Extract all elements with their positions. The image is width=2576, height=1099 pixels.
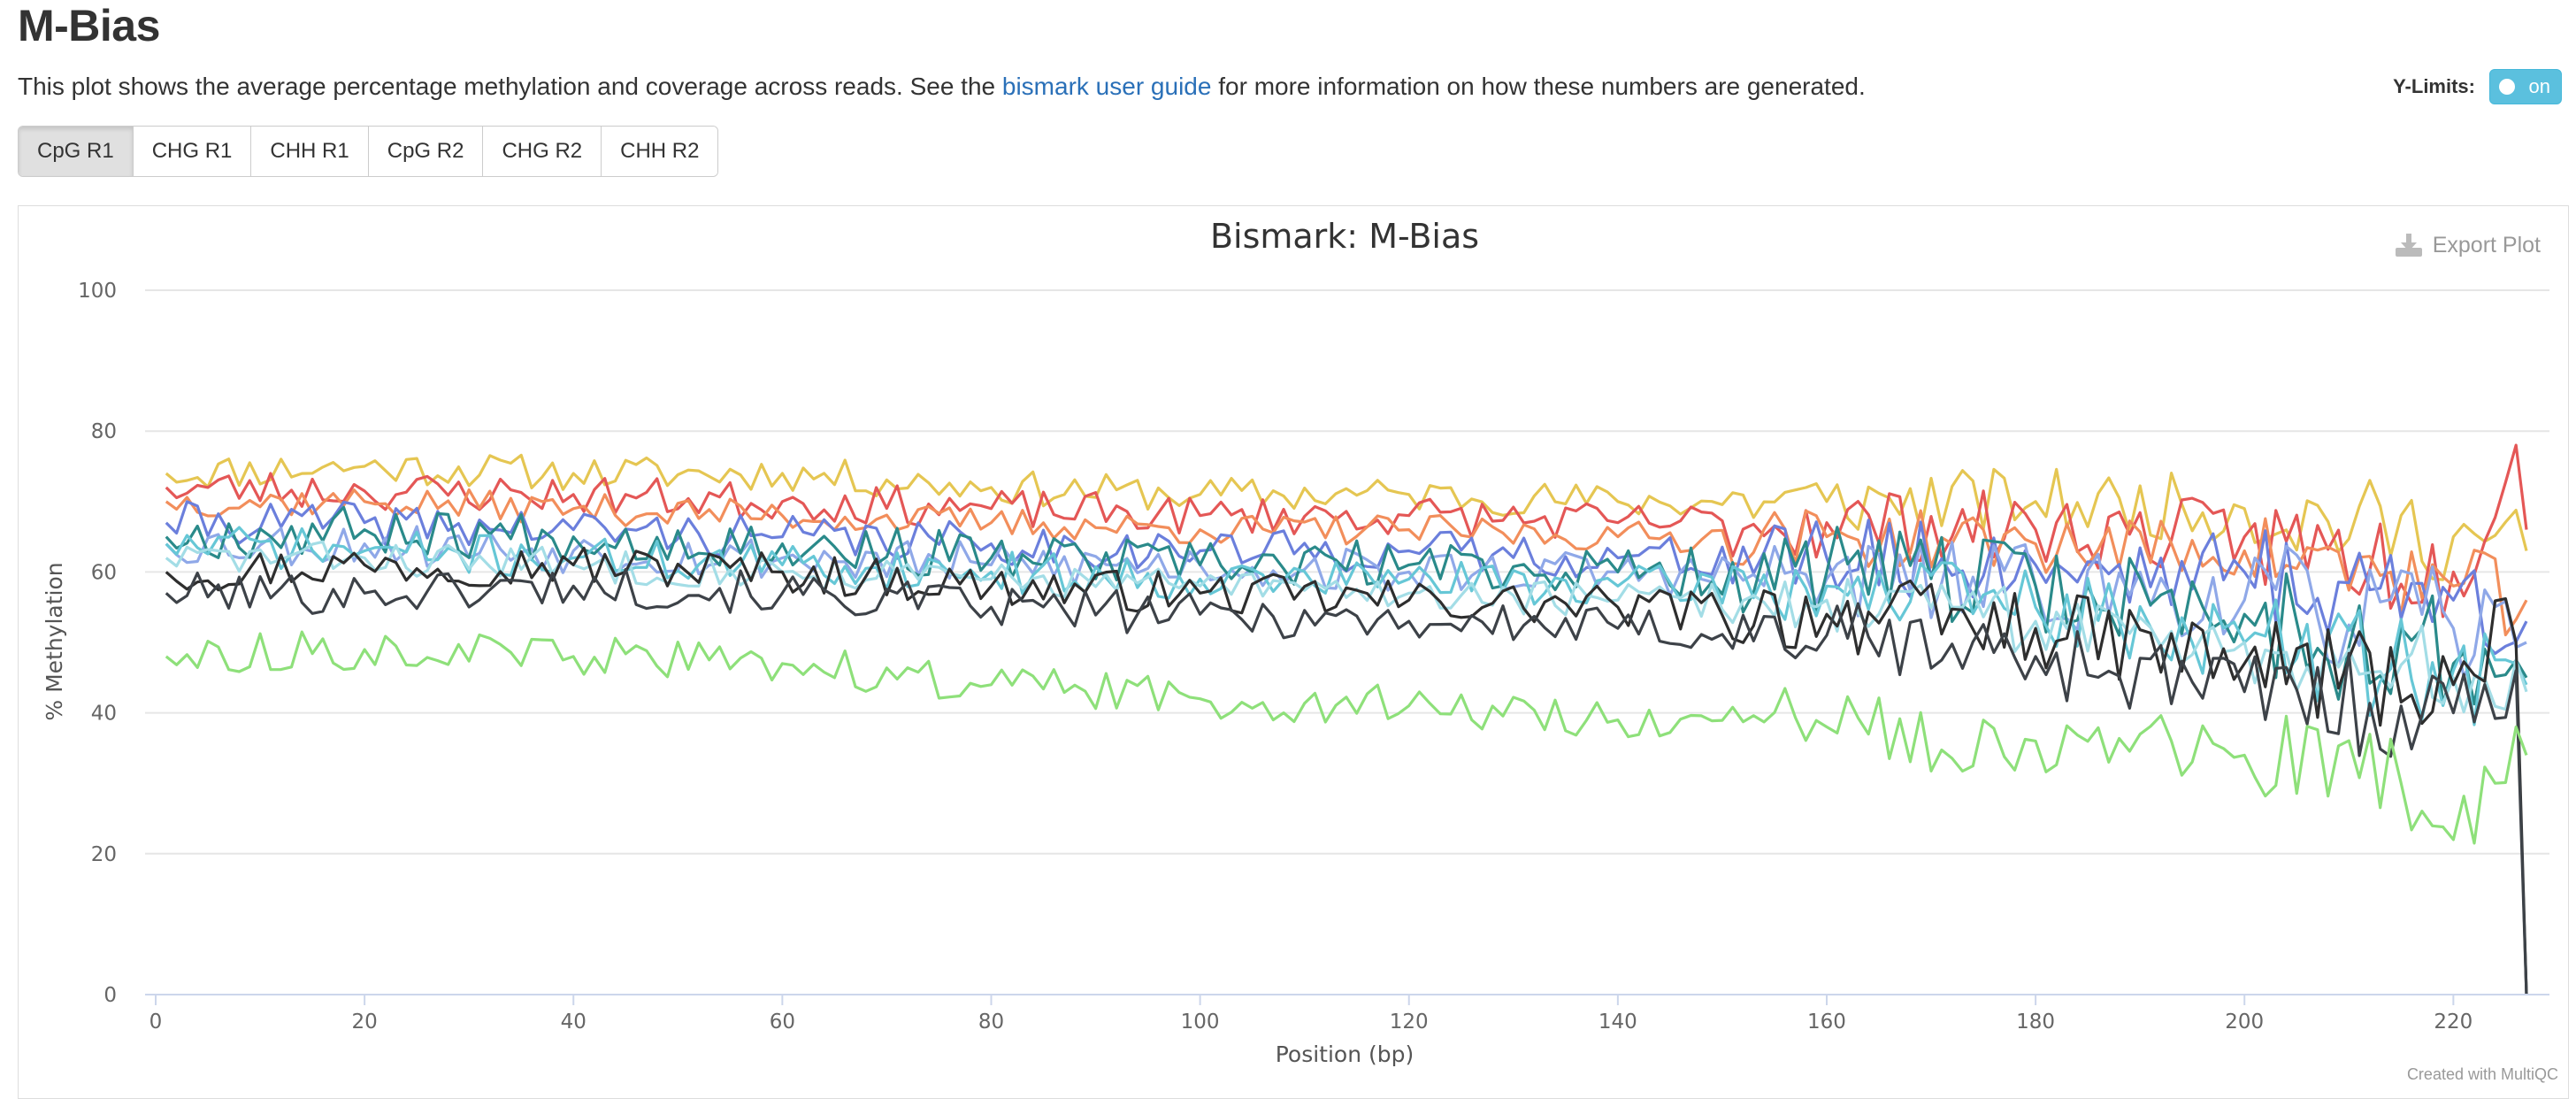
y-tick-label: 40 <box>91 703 117 726</box>
created-with-credit: Created with MultiQC <box>2406 1065 2558 1083</box>
download-icon <box>2395 234 2422 257</box>
series-line-3[interactable] <box>165 488 2528 637</box>
y-tick-label: 80 <box>91 420 117 443</box>
x-tick-label: 120 <box>1390 1011 1429 1034</box>
tab-cpg-r2[interactable]: CpG R2 <box>368 127 484 176</box>
x-tick-label: 140 <box>1598 1011 1637 1034</box>
context-tabs: CpG R1 CHG R1 CHH R1 CpG R2 CHG R2 CHH R… <box>18 126 719 177</box>
y-limits-control: Y-Limits: on <box>2393 69 2562 104</box>
x-tick-label: 60 <box>770 1011 795 1034</box>
description: This plot shows the average percentage m… <box>18 73 1866 101</box>
export-plot-label: Export Plot <box>2432 232 2541 257</box>
x-tick-label: 180 <box>2016 1011 2055 1034</box>
bismark-user-guide-link[interactable]: bismark user guide <box>1001 73 1212 100</box>
y-limits-label: Y-Limits: <box>2393 75 2475 97</box>
y-tick-label: 20 <box>91 843 117 866</box>
y-tick-label: 100 <box>78 280 117 303</box>
x-tick-label: 220 <box>2434 1011 2472 1034</box>
y-tick-label: 60 <box>91 561 117 584</box>
tab-chh-r2[interactable]: CHH R2 <box>602 127 718 176</box>
tab-chg-r2[interactable]: CHG R2 <box>483 127 602 176</box>
x-tick-label: 100 <box>1181 1011 1220 1034</box>
x-tick-label: 160 <box>1807 1011 1846 1034</box>
tab-cpg-r1[interactable]: CpG R1 <box>19 127 134 176</box>
series-line-10[interactable] <box>165 567 2528 995</box>
series-line-6[interactable] <box>165 505 2528 707</box>
series-line-2[interactable] <box>165 443 2528 619</box>
x-tick-label: 0 <box>150 1011 163 1034</box>
chart-title: Bismark: M-Bias <box>1210 217 1479 256</box>
x-axis-label: Position (bp) <box>1276 1041 1414 1067</box>
tab-chh-r1[interactable]: CHH R1 <box>251 127 369 176</box>
x-tick-label: 40 <box>561 1011 586 1034</box>
y-axis-label: % Methylation <box>42 562 67 720</box>
y-tick-label: 0 <box>104 984 117 1007</box>
series-line-11[interactable] <box>165 630 2528 845</box>
description-text: This plot shows the average percentage m… <box>18 73 1002 100</box>
toggle-label: on <box>2528 75 2550 97</box>
x-tick-label: 20 <box>351 1011 377 1034</box>
series-line-1[interactable] <box>165 453 2528 581</box>
toggle-knob-icon <box>2499 79 2515 95</box>
tab-chg-r1[interactable]: CHG R1 <box>133 127 252 176</box>
export-plot-button[interactable]: Export Plot <box>2394 232 2541 258</box>
page-title: M-Bias <box>18 1 160 50</box>
x-tick-label: 200 <box>2225 1011 2264 1034</box>
description-text-end: for more information on how these number… <box>1211 73 1866 100</box>
x-tick-label: 80 <box>978 1011 1004 1034</box>
series-line-9[interactable] <box>165 546 2528 995</box>
y-limits-toggle[interactable]: on <box>2489 69 2562 104</box>
